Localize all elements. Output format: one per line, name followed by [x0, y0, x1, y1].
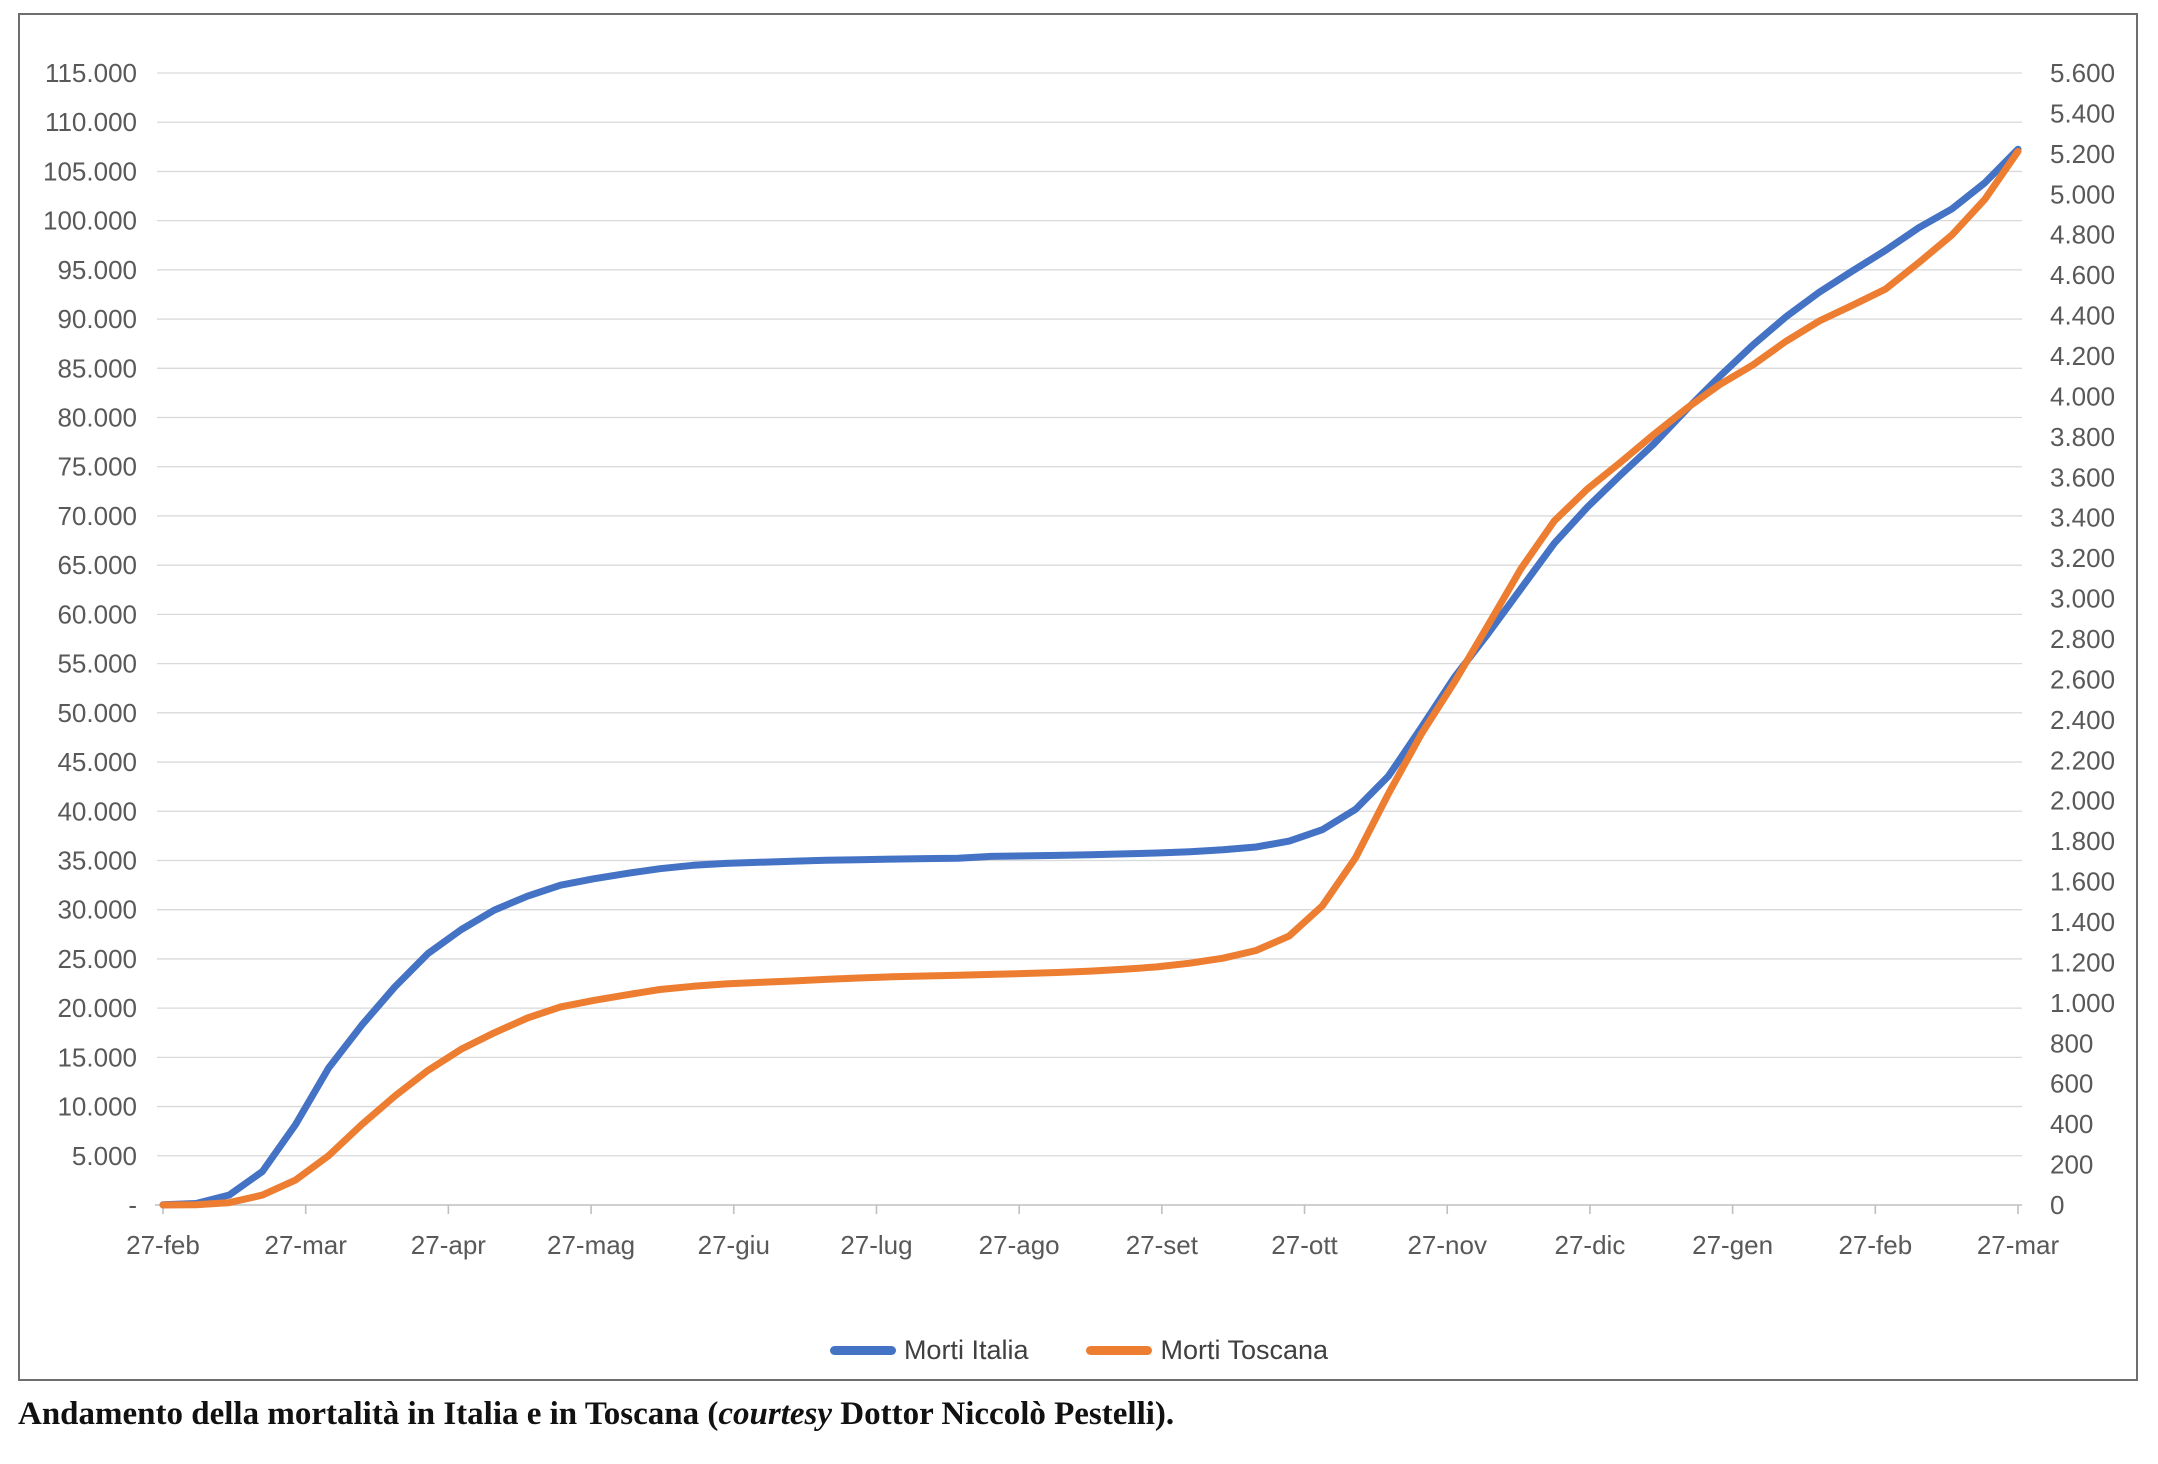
y-left-tick-label: 35.000: [57, 845, 137, 875]
y-right-tick-label: 3.000: [2050, 584, 2115, 614]
x-tick-label: 27-set: [1126, 1230, 1199, 1260]
y-right-tick-label: 3.600: [2050, 462, 2115, 492]
toscana-line-swatch: [1086, 1345, 1153, 1355]
legend-label-italia: Morti Italia: [903, 1334, 1029, 1365]
y-left-tick-label: 40.000: [57, 796, 137, 826]
x-tick-label: 27-mag: [547, 1230, 635, 1260]
y-left-tick-label: 60.000: [57, 599, 137, 629]
y-left-tick-label: 45.000: [57, 747, 137, 777]
x-tick-label: 27-giu: [698, 1230, 770, 1260]
y-right-tick-label: 4.800: [2050, 220, 2115, 250]
y-right-tick-label: 1.000: [2050, 988, 2115, 1018]
y-left-tick-label: 25.000: [57, 944, 137, 974]
y-right-tick-label: 5.400: [2050, 98, 2115, 128]
italia-line-swatch: [829, 1345, 896, 1355]
legend-item-toscana: Morti Toscana: [1086, 1335, 1328, 1366]
legend-item-italia: Morti Italia: [829, 1334, 1029, 1366]
y-right-tick-label: 1.400: [2050, 907, 2115, 937]
y-left-tick-label: -: [128, 1190, 137, 1220]
y-right-tick-label: 4.000: [2050, 381, 2115, 411]
y-left-tick-label: 10.000: [57, 1092, 137, 1122]
y-right-tick-label: 4.600: [2050, 260, 2115, 290]
y-left-tick-label: 115.000: [45, 58, 137, 88]
chart-frame: [18, 13, 2138, 1381]
y-right-tick-label: 5.600: [2050, 58, 2115, 88]
x-tick-label: 27-ott: [1271, 1230, 1338, 1260]
y-left-tick-label: 65.000: [57, 550, 137, 580]
y-right-tick-label: 1.800: [2050, 826, 2115, 856]
y-right-tick-label: 4.400: [2050, 301, 2115, 331]
legend-label-toscana: Morti Toscana: [1160, 1334, 1329, 1365]
y-right-tick-label: 3.200: [2050, 543, 2115, 573]
y-right-tick-label: 5.200: [2050, 139, 2115, 169]
y-right-tick-label: 200: [2050, 1150, 2093, 1180]
y-right-tick-label: 1.600: [2050, 867, 2115, 897]
x-tick-label: 27-dic: [1555, 1230, 1626, 1260]
y-left-tick-label: 55.000: [57, 649, 137, 679]
x-tick-label: 27-lug: [840, 1230, 912, 1260]
y-right-tick-label: 2.400: [2050, 705, 2115, 735]
y-right-tick-label: 4.200: [2050, 341, 2115, 371]
caption-text-pre: Andamento della mortalità in Italia e in…: [18, 1396, 719, 1432]
y-right-tick-label: 400: [2050, 1109, 2093, 1139]
y-left-tick-label: 95.000: [57, 255, 137, 285]
y-left-tick-label: 15.000: [57, 1042, 137, 1072]
y-left-tick-label: 105.000: [43, 156, 137, 186]
y-left-tick-label: 20.000: [57, 993, 137, 1023]
y-left-tick-label: 110.000: [45, 107, 137, 137]
x-tick-label: 27-nov: [1407, 1230, 1487, 1260]
toscana-line: [159, 147, 2022, 1209]
y-left-tick-label: 50.000: [57, 698, 137, 728]
y-left-tick-label: 70.000: [57, 501, 137, 531]
y-left-tick-label: 85.000: [57, 353, 137, 383]
x-tick-label: 27-ago: [979, 1230, 1060, 1260]
x-tick-label: 27-feb: [126, 1230, 200, 1260]
y-right-tick-label: 2.200: [2050, 745, 2115, 775]
y-left-tick-label: 90.000: [57, 304, 137, 334]
y-left-tick-label: 5.000: [72, 1141, 137, 1171]
italia-line: [159, 145, 2022, 1209]
y-left-tick-label: 80.000: [57, 403, 137, 433]
x-tick-label: 27-mar: [1977, 1230, 2060, 1260]
y-right-tick-label: 2.600: [2050, 664, 2115, 694]
caption-text-post: Dottor Niccolò Pestelli).: [832, 1396, 1175, 1432]
y-right-tick-label: 3.400: [2050, 503, 2115, 533]
y-right-tick-label: 5.000: [2050, 179, 2115, 209]
x-tick-label: 27-mar: [265, 1230, 348, 1260]
y-right-tick-label: 800: [2050, 1028, 2093, 1058]
caption-text-courtesy: courtesy: [718, 1396, 833, 1432]
y-right-tick-label: 600: [2050, 1069, 2093, 1099]
y-left-tick-label: 75.000: [57, 452, 137, 482]
x-tick-label: 27-feb: [1838, 1230, 1912, 1260]
y-right-tick-label: 1.200: [2050, 947, 2115, 977]
y-right-tick-label: 0: [2050, 1190, 2064, 1220]
y-right-tick-label: 2.000: [2050, 786, 2115, 816]
y-left-tick-label: 100.000: [43, 206, 137, 236]
chart-legend: Morti Italia Morti Toscana: [0, 1328, 2158, 1372]
x-tick-label: 27-apr: [411, 1230, 486, 1260]
x-tick-label: 27-gen: [1692, 1230, 1773, 1260]
y-right-tick-label: 3.800: [2050, 422, 2115, 452]
figure-caption: Andamento della mortalità in Italia e in…: [18, 1396, 2138, 1433]
y-right-tick-label: 2.800: [2050, 624, 2115, 654]
y-left-tick-label: 30.000: [57, 895, 137, 925]
